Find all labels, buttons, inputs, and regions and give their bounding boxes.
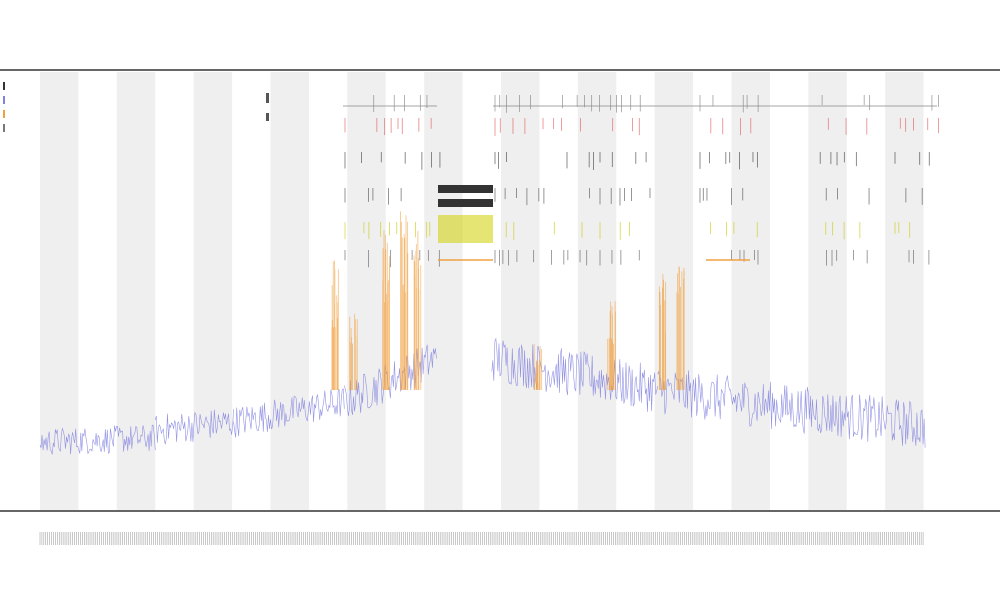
signal-line — [39, 424, 156, 455]
legend-swatch — [3, 96, 5, 104]
annotation-tracks — [343, 95, 939, 268]
peak-spike — [331, 260, 339, 390]
peak-spike — [382, 230, 390, 390]
legend-swatch — [266, 113, 269, 121]
peak-spike — [676, 266, 685, 390]
peak-spike — [400, 211, 409, 390]
peak-spike — [413, 230, 422, 390]
background-band — [577, 72, 617, 510]
background-band — [654, 72, 694, 510]
signal-line — [657, 370, 926, 448]
peak-spike — [607, 301, 616, 390]
background-band — [501, 72, 540, 510]
signal-line — [155, 409, 234, 445]
legend-swatch — [266, 93, 269, 103]
signal-line — [491, 337, 658, 412]
legend-swatch — [3, 110, 5, 118]
legend-swatch — [3, 124, 5, 132]
plot-series — [39, 211, 926, 455]
annotation-row — [438, 185, 493, 193]
legend — [3, 82, 269, 132]
highlight-overlay — [438, 215, 750, 261]
signal-line — [233, 388, 345, 438]
peak-spike — [533, 343, 543, 390]
x-tick-labels — [39, 532, 924, 545]
background-band — [347, 72, 386, 510]
legend-swatch — [3, 82, 5, 90]
highlight-block — [438, 215, 493, 243]
background-bands — [40, 72, 924, 510]
background-band — [116, 72, 156, 510]
background-band — [731, 72, 770, 510]
background-band — [808, 72, 847, 510]
peak-spike — [658, 274, 667, 390]
background-band — [424, 72, 463, 510]
background-band — [885, 72, 924, 510]
background-band — [193, 72, 233, 510]
axes — [0, 69, 1000, 512]
background-band — [270, 72, 309, 510]
background-band — [40, 72, 79, 510]
annotation-row — [438, 199, 493, 207]
peak-spike — [349, 313, 358, 390]
annotation-box — [438, 185, 493, 207]
